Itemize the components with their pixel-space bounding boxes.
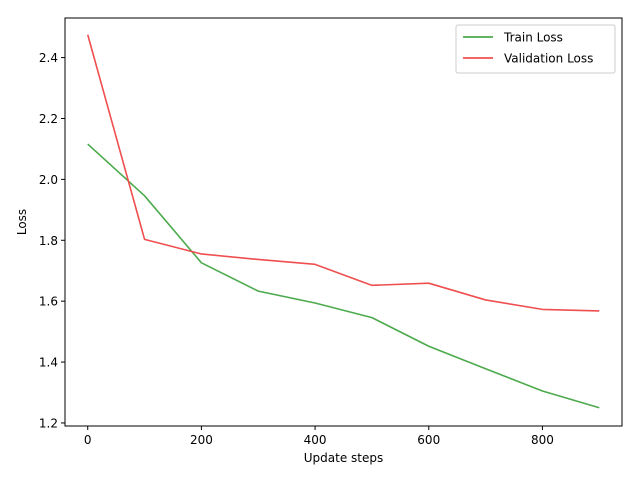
y-tick-label: 1.4 [39, 356, 58, 370]
x-tick-label: 600 [417, 433, 440, 447]
y-axis-ticks: 1.2 1.4 1.6 1.8 2.0 2.2 2.4 [39, 51, 65, 430]
y-tick-label: 1.8 [39, 234, 58, 248]
legend: Train Loss Validation Loss [455, 24, 616, 74]
series-line-validation-loss [86, 34, 600, 312]
legend-label-validation-loss: Validation Loss [504, 52, 593, 66]
y-axis-label: Loss [15, 209, 29, 235]
series-line-train-loss [87, 143, 600, 409]
plot-area-frame [64, 17, 623, 427]
x-tick-label: 200 [190, 433, 213, 447]
x-tick-label: 400 [304, 433, 327, 447]
y-tick-label: 1.2 [39, 416, 58, 430]
legend-label-train-loss: Train Loss [503, 31, 563, 45]
y-tick-label: 2.2 [39, 112, 58, 126]
y-tick-label: 2.4 [39, 51, 58, 65]
x-tick-label: 800 [531, 433, 554, 447]
y-tick-label: 1.6 [39, 295, 58, 309]
legend-box [455, 24, 616, 74]
x-axis-ticks: 0 200 400 600 800 [84, 426, 554, 447]
x-axis-label: Update steps [304, 451, 383, 465]
plot-lines [86, 34, 600, 409]
y-tick-label: 2.0 [39, 173, 58, 187]
x-tick-label: 0 [84, 433, 92, 447]
